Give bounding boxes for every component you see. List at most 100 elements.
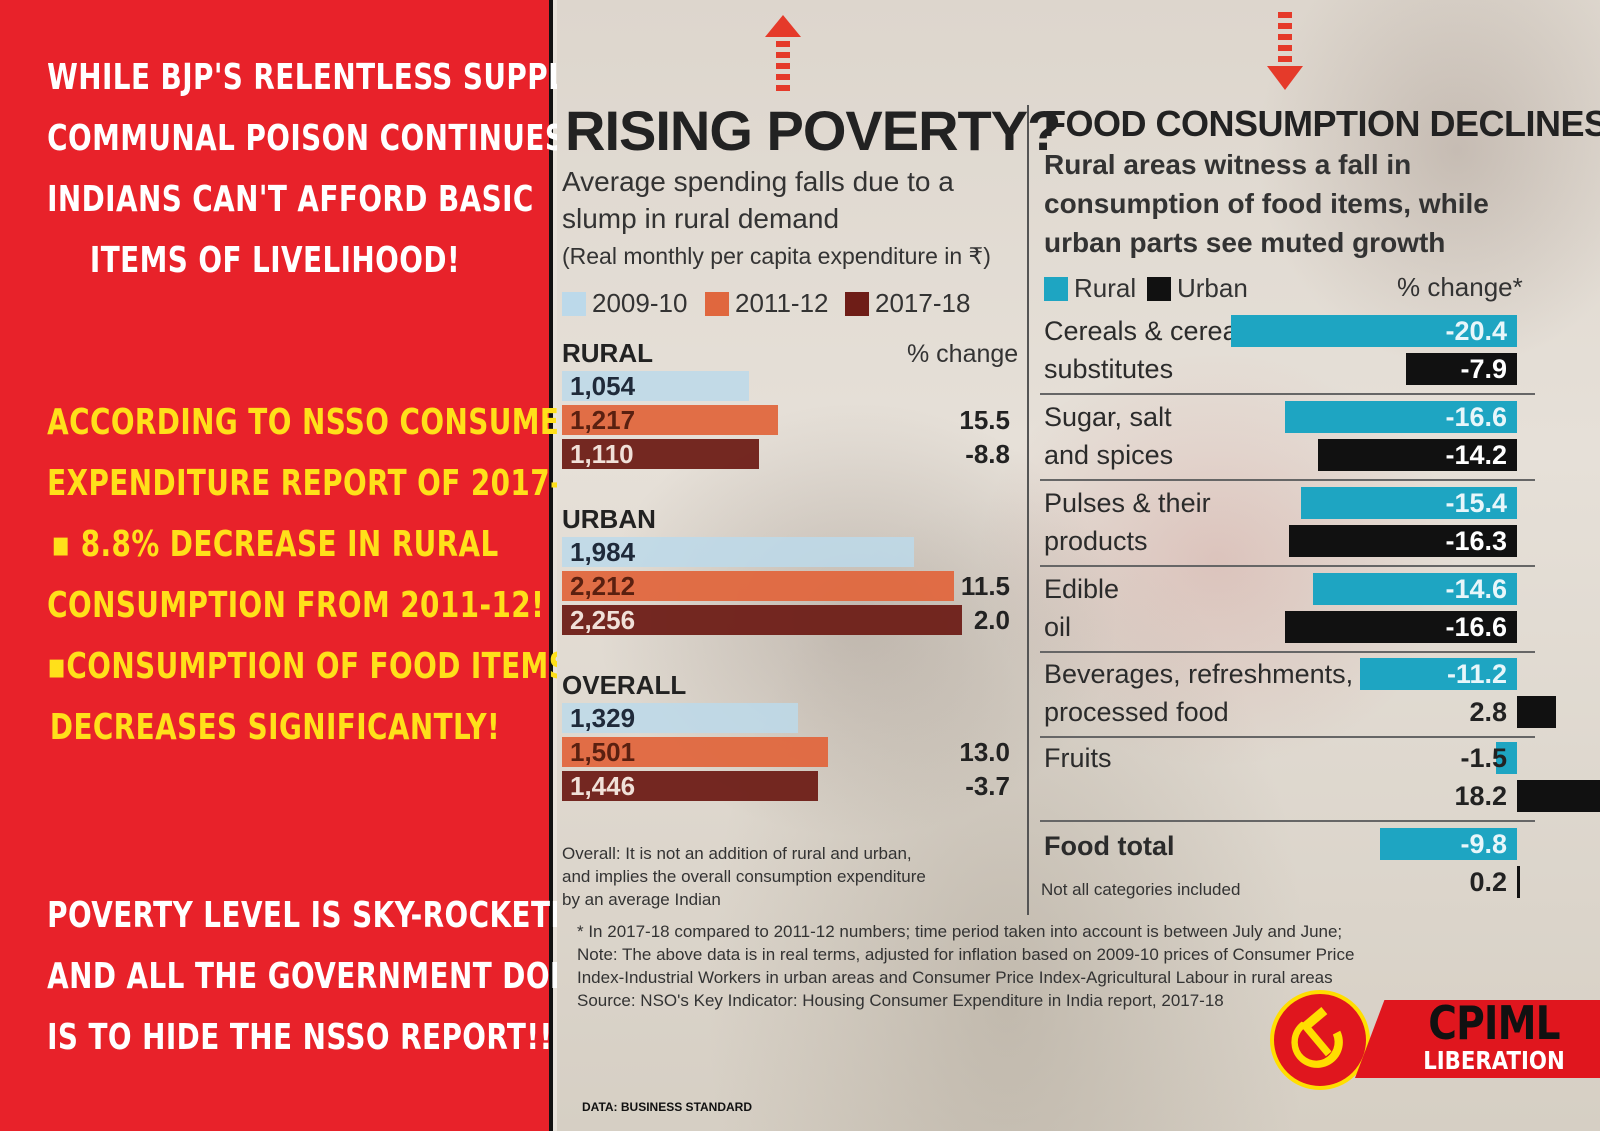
pct-change-value: -9.8: [1460, 829, 1507, 859]
pct-change-value: 2.8: [1469, 697, 1507, 727]
legend-rural: Rural: [1044, 273, 1136, 304]
footnote-line: * In 2017-18 compared to 2011-12 numbers…: [577, 922, 1343, 941]
nsso-line: EXPENDITURE REPORT OF 2017-18: [47, 463, 602, 504]
pct-change-value: 2.0: [973, 605, 1010, 635]
logo-banner: [1355, 1000, 1600, 1078]
bar-value-label: 1,329: [570, 703, 636, 733]
bar-rural-2011-12: [562, 405, 778, 435]
bar-value-label: 1,984: [570, 537, 636, 567]
chart1-subtitle-line: Average spending falls due to a: [562, 166, 954, 197]
legend-2011-12: 2011-12: [705, 288, 829, 319]
bar-rural: [1301, 487, 1517, 519]
legend-label: Rural: [1074, 273, 1137, 303]
footnote-line: Note: The above data is in real terms, a…: [577, 945, 1355, 964]
chart1-unit-note: (Real monthly per capita expenditure in …: [562, 243, 991, 269]
nsso-line: ▪ 8.8% DECREASE IN RURAL: [51, 524, 499, 565]
nsso-text: ACCORDING TO NSSO CONSUMER EXPENDITURE R…: [10, 392, 602, 758]
footnote-line: Index-Industrial Workers in urban areas …: [577, 968, 1333, 987]
legend-swatch-2017: [845, 291, 869, 316]
pct-change-value: -11.2: [1446, 659, 1507, 689]
bar-rural: [1231, 315, 1517, 347]
legend-swatch-rural: [1044, 276, 1068, 301]
pct-change-value: -1.5: [1460, 743, 1507, 773]
group-heading-urban: URBAN: [562, 504, 656, 534]
legend-swatch-2009: [562, 291, 586, 316]
category-label: processed food: [1044, 697, 1229, 727]
poverty-line: AND ALL THE GOVERNMENT DOES: [47, 956, 590, 997]
bar-value-label: 1,054: [570, 371, 636, 401]
pct-change-value: -16.3: [1445, 526, 1507, 556]
bar-urban-2011-12: [562, 571, 954, 601]
legend-2017-18: 2017-18: [845, 288, 970, 319]
bar-urban-2017-18: [562, 605, 962, 635]
bar-urban: [1517, 866, 1520, 898]
category-label: Cereals & cereal: [1044, 316, 1244, 346]
bar-urban: [1285, 611, 1517, 643]
bar-value-label: 1,501: [570, 737, 636, 767]
bar-rural: [1313, 573, 1517, 605]
row-separator: [1040, 736, 1535, 738]
row-separator: [1040, 651, 1535, 653]
row-separator: [1040, 479, 1535, 481]
pct-change-value: 15.5: [959, 405, 1010, 435]
bar-urban: [1318, 439, 1517, 471]
chart1-pct-header: % change: [907, 340, 1019, 368]
chart2-note: Not all categories included: [1041, 880, 1241, 899]
category-label: Pulses & their: [1044, 488, 1211, 518]
chart-divider: [1027, 105, 1029, 915]
chart2-subtitle-line: Rural areas witness a fall in: [1044, 149, 1412, 180]
nsso-line: DECREASES SIGNIFICANTLY!: [49, 707, 501, 748]
category-label: and spices: [1044, 440, 1174, 470]
pct-change-value: -8.8: [965, 439, 1010, 469]
chart1-note: Overall: It is not an addition of rural …: [562, 842, 926, 911]
pct-change-value: 13.0: [959, 737, 1010, 767]
legend-swatch-urban: [1147, 276, 1171, 301]
pct-change-value: -7.9: [1460, 354, 1507, 384]
chart1-title: RISING POVERTY?: [565, 99, 1061, 162]
row-separator: [1040, 820, 1535, 822]
pct-change-value: -14.6: [1445, 574, 1507, 604]
pct-change-value: 11.5: [960, 571, 1010, 601]
bar-value-label: 1,110: [570, 439, 634, 469]
category-label: substitutes: [1044, 354, 1174, 384]
bar-value-label: 2,212: [570, 571, 636, 601]
category-label: oil: [1044, 612, 1072, 642]
hammer-sickle-icon: [1270, 990, 1370, 1090]
chart2-pct-header: % change*: [1397, 272, 1523, 302]
footnote: * In 2017-18 compared to 2011-12 numbers…: [577, 920, 1497, 1012]
infographic-panel: RISING POVERTY? Average spending falls d…: [557, 0, 1600, 1131]
chart2-subtitle-line: urban parts see muted growth: [1044, 227, 1446, 258]
bar-value-label: 1,446: [570, 771, 636, 801]
category-label: Sugar, salt: [1044, 402, 1172, 432]
bar-urban: [1406, 353, 1517, 385]
logo-text-liberation: LIBERATION: [1423, 1046, 1565, 1075]
legend-urban: Urban: [1147, 273, 1248, 304]
bar-overall-2017-18: [562, 771, 818, 801]
group-heading-rural: RURAL: [562, 338, 653, 368]
bar-rural-2009-10: [562, 371, 749, 401]
chart1-subtitle: Average spending falls due to a slump in…: [562, 163, 954, 237]
category-label: Edible: [1044, 574, 1120, 604]
arrow-up-icon: [765, 15, 801, 91]
footnote-line: Source: NSO's Key Indicator: Housing Con…: [577, 991, 1224, 1010]
pct-change-value: -3.7: [965, 771, 1010, 801]
nsso-line: ▪CONSUMPTION OF FOOD ITEMS: [47, 646, 570, 687]
bar-urban: [1289, 525, 1517, 557]
headline-line: WHILE BJP'S RELENTLESS SUPPLY OF: [47, 57, 636, 98]
nsso-line: ACCORDING TO NSSO CONSUMER: [47, 402, 582, 443]
bar-rural: [1380, 828, 1517, 860]
poverty-text: POVERTY LEVEL IS SKY-ROCKETING AND ALL T…: [10, 885, 608, 1068]
category-label: Food total: [1044, 831, 1175, 861]
group-heading-overall: OVERALL: [562, 670, 687, 700]
category-label: Fruits: [1044, 743, 1112, 773]
bar-value-label: 2,256: [570, 605, 636, 635]
headline-line: INDIANS CAN'T AFFORD BASIC: [47, 179, 534, 220]
legend-2009-10: 2009-10: [562, 288, 687, 319]
legend-label: 2009-10: [592, 288, 688, 318]
pct-change-value: -20.4: [1445, 316, 1507, 346]
chart1-note-line: and implies the overall consumption expe…: [562, 867, 926, 886]
chart2-subtitle-line: consumption of food items, while: [1044, 188, 1489, 219]
chart1-subtitle-line: slump in rural demand: [562, 203, 840, 234]
bar-value-label: 1,217: [570, 405, 636, 435]
row-separator: [1040, 393, 1535, 395]
